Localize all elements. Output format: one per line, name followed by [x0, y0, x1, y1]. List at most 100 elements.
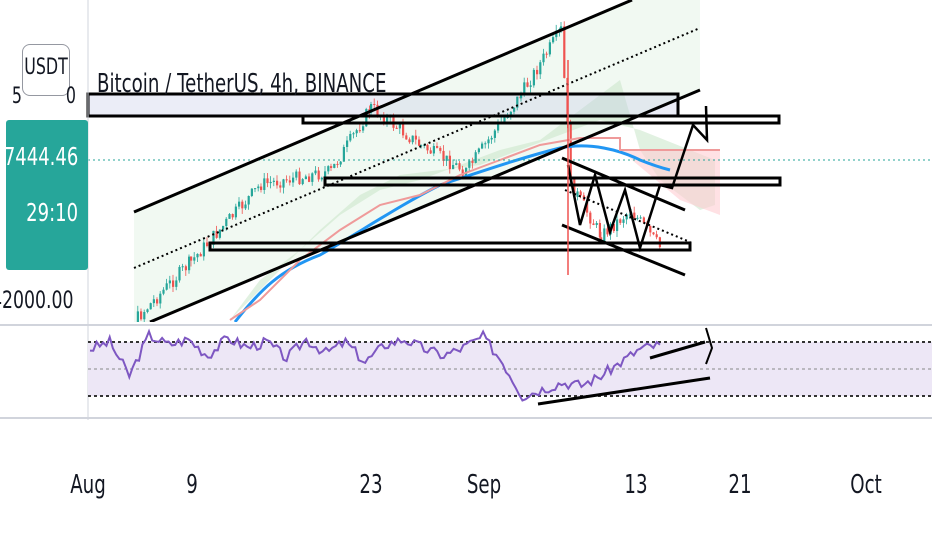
candle-body	[295, 171, 298, 178]
candle-body	[228, 214, 231, 219]
candle-body	[260, 186, 263, 190]
candle-body	[633, 212, 636, 219]
candle-body	[545, 53, 548, 55]
candle-body	[370, 104, 373, 113]
candle-body	[477, 148, 480, 153]
candles	[136, 21, 661, 322]
candle-body	[382, 115, 385, 124]
candle-body	[162, 289, 165, 294]
candle-body	[563, 26, 566, 78]
candle-body	[529, 85, 532, 87]
wedge-lower-line	[561, 223, 686, 277]
candle-body	[452, 164, 455, 170]
candle-body	[152, 299, 155, 304]
candle-body	[193, 257, 196, 261]
candle-body	[304, 176, 307, 180]
candle-body	[445, 155, 448, 161]
candle-body	[426, 144, 429, 151]
date-label-aug: Aug	[70, 470, 106, 500]
candle-body	[175, 280, 178, 287]
candle-body	[330, 166, 333, 168]
candle-body	[471, 160, 474, 163]
candle-body	[455, 163, 458, 165]
candle-body	[288, 180, 291, 183]
candle-body	[188, 256, 191, 271]
candle-body	[136, 311, 139, 322]
candle-body	[257, 186, 260, 189]
date-label-sep: Sep	[466, 470, 502, 500]
candle-body	[234, 206, 237, 218]
candle-body	[532, 69, 535, 86]
currency-label: USDT	[24, 55, 68, 80]
candle-body	[548, 42, 551, 55]
price-axis-low-label: 42000.00	[0, 286, 75, 314]
candle-body	[579, 191, 582, 196]
candle-body	[616, 219, 619, 232]
candle-body	[324, 171, 327, 178]
candle-body	[655, 234, 658, 238]
candle-body	[292, 177, 295, 183]
candle-body	[247, 195, 250, 205]
date-label-9: 9	[186, 470, 198, 500]
candle-body	[320, 177, 323, 180]
candle-body	[311, 173, 314, 182]
candle-body	[241, 201, 244, 209]
candle-body	[542, 53, 545, 63]
candle-body	[212, 230, 215, 245]
candle-body	[355, 130, 358, 134]
candle-body	[468, 160, 471, 168]
candle-body	[352, 133, 355, 135]
candle-body	[308, 176, 311, 182]
candle-body	[244, 204, 247, 209]
countdown-timer: 29:10	[26, 198, 78, 227]
rsi-trend-line	[649, 340, 706, 360]
candle-body	[636, 217, 639, 219]
candle-body	[520, 94, 523, 99]
candle-body	[301, 179, 304, 185]
candle-body	[436, 146, 439, 148]
candle-body	[317, 170, 320, 180]
candle-body	[285, 179, 288, 181]
candle-body	[589, 212, 592, 224]
candle-body	[465, 167, 468, 174]
candle-body	[398, 124, 401, 129]
date-label-oct: Oct	[850, 470, 882, 500]
candle-body	[143, 311, 146, 320]
candle-body	[346, 140, 349, 147]
current-price-tag[interactable]: 47444.46 29:10	[0, 120, 88, 270]
candle-body	[461, 169, 464, 176]
candle-body	[349, 133, 352, 141]
candle-body	[586, 200, 589, 213]
candle-body	[269, 181, 272, 184]
candle-body	[172, 280, 175, 287]
candle-body	[405, 135, 408, 140]
candle-body	[429, 150, 432, 154]
wedge-upper-line	[561, 156, 686, 212]
candle-body	[555, 30, 558, 38]
candle-body	[298, 171, 301, 185]
currency-badge[interactable]: USDT	[22, 44, 70, 96]
candle-body	[509, 111, 512, 118]
candle-body	[622, 219, 625, 223]
candle-body	[206, 242, 209, 247]
projected-path	[566, 105, 709, 253]
candle-body	[442, 150, 445, 161]
candle-body	[493, 130, 496, 138]
date-label-21: 21	[728, 470, 752, 500]
candle-body	[432, 146, 435, 154]
candle-body	[598, 222, 601, 238]
candle-body	[536, 69, 539, 75]
chart-title: Bitcoin / TetherUS, 4h, BINANCE	[97, 69, 387, 99]
candle-body	[523, 82, 526, 95]
candle-body	[333, 163, 336, 168]
price-axis-top-label-tail: 0	[65, 84, 76, 109]
candle-body	[606, 228, 609, 235]
candle-body	[625, 214, 628, 220]
cloud-red	[620, 150, 720, 215]
candle-body	[526, 82, 529, 87]
candle-body	[513, 107, 516, 112]
candle-body	[497, 123, 500, 131]
price-axis-top-label: 5	[11, 84, 22, 109]
